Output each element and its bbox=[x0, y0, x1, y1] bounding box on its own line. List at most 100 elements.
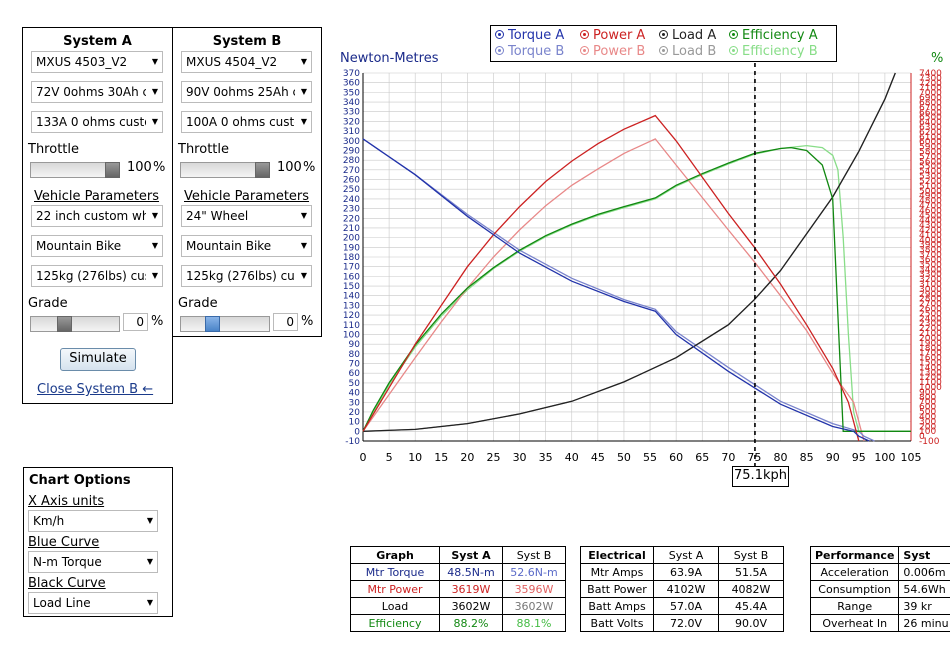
y-right-tick-label: 6900 bbox=[919, 94, 942, 104]
y-right-tick-label: 5400 bbox=[919, 167, 942, 177]
series-line-efficiency-a bbox=[362, 146, 911, 432]
select-value: Load Line bbox=[33, 596, 91, 610]
legend-power-a[interactable]: Power A bbox=[580, 28, 645, 43]
slider-handle[interactable] bbox=[57, 316, 72, 332]
blue-curve-select[interactable]: N-m Torque ▼ bbox=[28, 551, 158, 573]
y-tick-label: 160 bbox=[343, 272, 360, 282]
x-axis-units-select[interactable]: Km/h ▼ bbox=[28, 510, 158, 532]
y-right-tick-label: 4500 bbox=[919, 211, 942, 221]
y-tick-label: 350 bbox=[343, 88, 360, 98]
legend-power-b[interactable]: Power B bbox=[580, 44, 645, 59]
y-right-tick-label: 0 bbox=[919, 432, 925, 442]
system-a-grade-slider[interactable] bbox=[30, 316, 120, 332]
y-tick-label: 100 bbox=[343, 330, 360, 340]
chevron-down-icon: ▼ bbox=[146, 516, 153, 525]
y-tick-label: 220 bbox=[343, 214, 360, 224]
table-cell: Mtr Amps bbox=[580, 563, 654, 581]
slider-handle[interactable] bbox=[105, 162, 120, 178]
legend-torque-a[interactable]: Torque A bbox=[495, 28, 564, 43]
y-axis-title: Newton-Metres bbox=[340, 51, 439, 66]
percent-unit: % bbox=[151, 314, 164, 329]
y-right-tick-label: -100 bbox=[919, 437, 940, 447]
system-b-weight-select[interactable]: 125kg (276lbs) cus ▼ bbox=[181, 265, 312, 287]
close-system-b-link[interactable]: Close System B ← bbox=[37, 382, 154, 397]
x-tick-label: 10 bbox=[408, 451, 422, 464]
system-a-controller-select[interactable]: 133A 0 ohms custo ▼ bbox=[31, 111, 163, 133]
system-a-throttle-slider[interactable] bbox=[30, 162, 120, 178]
system-a-throttle-label: Throttle bbox=[28, 142, 79, 157]
y-right-tick-label: 7200 bbox=[919, 79, 942, 89]
y-right-tick-label: 2300 bbox=[919, 319, 942, 329]
simulate-button[interactable]: Simulate bbox=[60, 348, 136, 371]
y-tick-label: 230 bbox=[343, 205, 360, 215]
system-b-bike-select[interactable]: Mountain Bike ▼ bbox=[181, 235, 312, 257]
select-value: 125kg (276lbs) cus bbox=[36, 269, 146, 283]
y-right-tick-label: 7000 bbox=[919, 89, 942, 99]
table-row: Consumption 54.6Wh bbox=[810, 580, 950, 598]
y-right-tick-label: 600 bbox=[919, 403, 936, 413]
black-curve-select[interactable]: Load Line ▼ bbox=[28, 592, 158, 614]
legend-load-b[interactable]: Load B bbox=[659, 44, 716, 59]
slider-handle[interactable] bbox=[255, 162, 270, 178]
slider-handle[interactable] bbox=[205, 316, 220, 332]
system-a-grade-label: Grade bbox=[28, 296, 68, 311]
table-header: Graph bbox=[350, 546, 440, 564]
system-b-throttle-label: Throttle bbox=[178, 142, 229, 157]
x-tick-label: 40 bbox=[565, 451, 579, 464]
table-row: Efficiency 88.2% 88.1% bbox=[350, 614, 566, 632]
system-a-weight-select[interactable]: 125kg (276lbs) cus ▼ bbox=[31, 265, 163, 287]
table-cell: 88.2% bbox=[439, 614, 503, 632]
y-right-tick-label: 3800 bbox=[919, 246, 942, 256]
chevron-down-icon: ▼ bbox=[146, 598, 153, 607]
y-right-tick-label: 900 bbox=[919, 388, 936, 398]
y-right-tick-label: 1500 bbox=[919, 358, 942, 368]
y-tick-label: 110 bbox=[343, 321, 360, 331]
system-b-grade-input[interactable]: 0 bbox=[273, 313, 298, 331]
y-right-tick-label: 3000 bbox=[919, 285, 942, 295]
table-cell: 3602W bbox=[502, 597, 566, 615]
y-tick-label: 10 bbox=[349, 418, 361, 428]
legend-load-a[interactable]: Load A bbox=[659, 28, 716, 43]
table-cell: Load bbox=[350, 597, 440, 615]
legend-torque-b[interactable]: Torque B bbox=[495, 44, 564, 59]
x-tick-label: 90 bbox=[826, 451, 840, 464]
system-a-wheel-select[interactable]: 22 inch custom wh ▼ bbox=[31, 205, 163, 227]
system-b-wheel-select[interactable]: 24" Wheel ▼ bbox=[181, 205, 312, 227]
x-tick-label: 60 bbox=[669, 451, 683, 464]
system-a-motor-select[interactable]: MXUS 4503_V2 ▼ bbox=[31, 51, 163, 73]
system-a-battery-select[interactable]: 72V 0ohms 30Ah c ▼ bbox=[31, 81, 163, 103]
graph-results-table: Graph Syst A Syst B Mtr Torque 48.5N-m 5… bbox=[350, 546, 566, 632]
legend-efficiency-b[interactable]: Efficiency B bbox=[729, 44, 818, 59]
y-right-tick-label: 1200 bbox=[919, 373, 942, 383]
system-a-throttle-value[interactable]: 100 bbox=[127, 160, 152, 175]
table-row: Batt Amps 57.0A 45.4A bbox=[580, 597, 784, 615]
y-right-tick-label: 4900 bbox=[919, 192, 942, 202]
chevron-down-icon: ▼ bbox=[300, 117, 307, 126]
x-tick-label: 85 bbox=[800, 451, 814, 464]
y-tick-label: 340 bbox=[343, 98, 360, 108]
system-a-grade-input[interactable]: 0 bbox=[123, 313, 148, 331]
table-cell: Acceleration bbox=[810, 563, 900, 581]
table-cell: Batt Volts bbox=[580, 614, 654, 632]
radio-icon bbox=[659, 30, 668, 39]
system-b-throttle-value[interactable]: 100 bbox=[277, 160, 302, 175]
system-b-motor-select[interactable]: MXUS 4504_V2 ▼ bbox=[181, 51, 312, 73]
y-right-tick-label: 3600 bbox=[919, 255, 942, 265]
radio-icon bbox=[659, 46, 668, 55]
system-b-controller-select[interactable]: 100A 0 ohms custo ▼ bbox=[181, 111, 312, 133]
system-b-grade-slider[interactable] bbox=[180, 316, 270, 332]
system-b-battery-select[interactable]: 90V 0ohms 25Ah c ▼ bbox=[181, 81, 312, 103]
system-a-vehicle-params-label: Vehicle Parameters bbox=[34, 189, 160, 204]
series-lines bbox=[362, 72, 911, 442]
table-cell: 48.5N-m bbox=[439, 563, 503, 581]
system-a-bike-select[interactable]: Mountain Bike ▼ bbox=[31, 235, 163, 257]
x-tick-label: 45 bbox=[591, 451, 605, 464]
y-right-tick-label: 1700 bbox=[919, 349, 942, 359]
table-row: Load 3602W 3602W bbox=[350, 597, 566, 615]
legend-efficiency-a[interactable]: Efficiency A bbox=[729, 28, 818, 43]
table-cell: 3619W bbox=[439, 580, 503, 598]
system-b-throttle-slider[interactable] bbox=[180, 162, 270, 178]
y-right-tick-label: 6200 bbox=[919, 128, 942, 138]
y-right-tick-label: 6600 bbox=[919, 108, 942, 118]
cursor-readout: 75.1kph bbox=[732, 466, 789, 487]
